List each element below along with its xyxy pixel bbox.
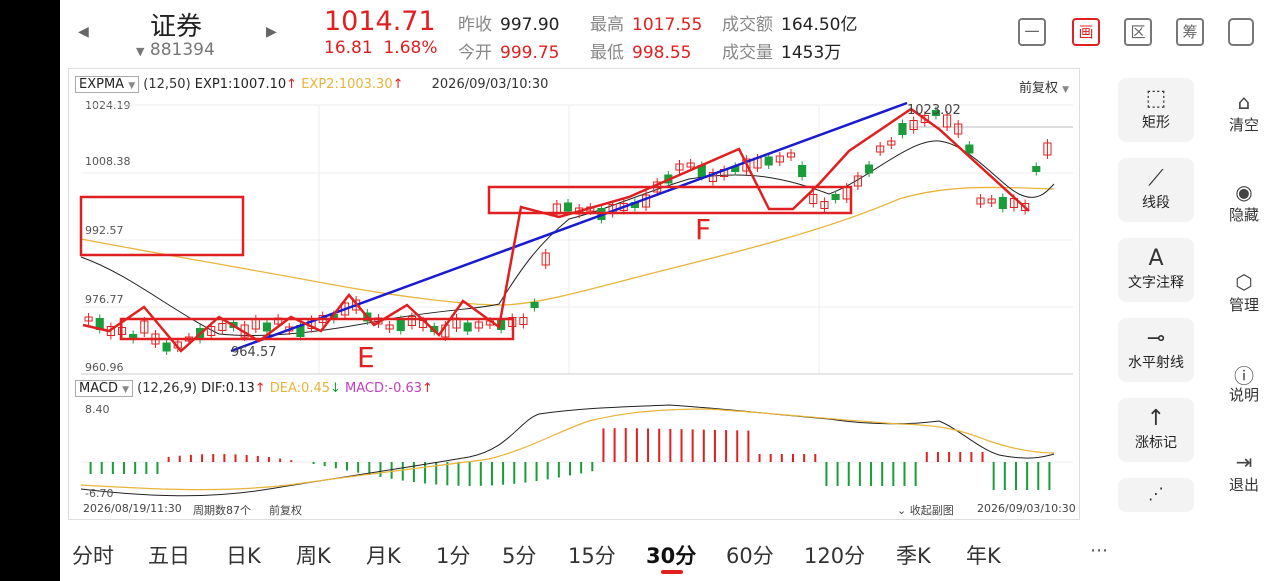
collapse-subchart-button[interactable]: ⌄ 收起副图	[897, 504, 954, 517]
clear-icon: ⌂	[1237, 90, 1251, 114]
next-stock-icon[interactable]: ▶	[266, 24, 277, 40]
main-legend: EXPMA ▼ (12,50) EXP1:1007.10↑ EXP2:1003.…	[75, 76, 549, 93]
tool-line-segment[interactable]: ⟋ 线段	[1118, 158, 1194, 222]
macd-select[interactable]: MACD ▼	[75, 380, 134, 397]
dea-line	[80, 408, 1055, 491]
rect-annotation-e	[119, 317, 515, 341]
adjust-select[interactable]: 前复权 ▼	[1019, 81, 1070, 96]
caret-down-icon: ▼	[136, 45, 145, 58]
side-actions: ⌂ 清空 ◉ 隐藏 ⬡ 管理 ⓘ 说明 ⇥ 退出	[1210, 68, 1278, 520]
y-tick-4: 960.96	[85, 361, 124, 374]
chart-datetime: 2026/09/03/10:30	[431, 77, 549, 92]
quote-high: 最高 1017.55	[590, 15, 703, 35]
y-tick-3: 976.77	[85, 293, 124, 306]
quote-open: 今开 999.75	[458, 43, 560, 63]
macd-y-top: 8.40	[85, 403, 110, 416]
wave-mark-icon: ⋰	[1148, 484, 1164, 503]
y-tick-1: 1008.38	[85, 155, 131, 168]
tab-1min[interactable]: 1分	[436, 544, 471, 568]
eye-icon: ◉	[1235, 180, 1253, 204]
exit-icon: ⇥	[1235, 450, 1253, 474]
footer-adjust: 前复权	[269, 504, 302, 517]
macd-label: MACD:-0.63	[345, 381, 423, 396]
tool-up-mark[interactable]: ↑ 涨标记	[1118, 398, 1194, 462]
stock-title: 证券	[150, 12, 203, 42]
help-icon: ⓘ	[1234, 364, 1254, 388]
kline-chart[interactable]: EXPMA ▼ (12,50) EXP1:1007.10↑ EXP2:1003.…	[68, 68, 1080, 520]
quote-header: ◀ ▶ 证券 ▼ 881394 1014.71 16.81 1.68% 昨收 99…	[60, 0, 1278, 66]
tab-quarter-k[interactable]: 季K	[896, 544, 931, 568]
tool-rectangle[interactable]: ⬚ 矩形	[1118, 78, 1194, 142]
tab-30min[interactable]: 30分	[646, 544, 697, 568]
y-tick-2: 992.57	[85, 224, 124, 237]
annotation-f: F	[695, 213, 712, 246]
footer-period-count: 周期数87个	[193, 504, 251, 517]
tab-120min[interactable]: 120分	[804, 544, 866, 568]
chevron-double-down-icon: ⌄	[897, 504, 907, 517]
tab-60min[interactable]: 60分	[726, 544, 774, 568]
period-tabs: 分时 五日 日K 周K 月K 1分 5分 15分 30分 60分 120分 季K…	[60, 530, 1278, 581]
low-price-label: 964.57	[231, 345, 277, 360]
rectangle-icon: ⬚	[1145, 86, 1167, 111]
footer-end-date: 2026/09/03/10:30	[977, 502, 1076, 515]
tool-more[interactable]: ⋰	[1118, 478, 1194, 512]
annotation-e: E	[357, 341, 375, 374]
hide-button[interactable]: ◉ 隐藏	[1210, 180, 1278, 225]
exp1-line	[80, 140, 1055, 337]
exp2-label: EXP2:1003.30	[301, 77, 393, 92]
clear-button[interactable]: ⌂ 清空	[1210, 90, 1278, 135]
quote-prev-close: 昨收 997.90	[458, 15, 560, 35]
zigzag-left	[82, 107, 1030, 353]
tab-five-day[interactable]: 五日	[148, 544, 190, 568]
tab-week-k[interactable]: 周K	[296, 544, 331, 568]
tab-month-k[interactable]: 月K	[366, 544, 401, 568]
tool-text-annotation[interactable]: A 文字注释	[1118, 238, 1194, 302]
exp2-line	[80, 186, 1055, 306]
tab-5min[interactable]: 5分	[502, 544, 537, 568]
draw-tools-panel: ⬚ 矩形 ⟋ 线段 A 文字注释 ⊸ 水平射线 ↑ 涨标记 ⋰	[1086, 68, 1210, 520]
quote-turnover: 成交额 164.50亿	[722, 15, 858, 35]
rect-annotation-f	[487, 185, 853, 215]
quote-volume: 成交量 1453万	[722, 43, 842, 63]
up-mark-icon: ↑	[1146, 406, 1166, 431]
active-tab-indicator	[661, 570, 683, 574]
range-icon[interactable]: 区	[1124, 18, 1152, 46]
macd-legend: MACD ▼ (12,26,9) DIF:0.13↑ DEA:0.45↓ MAC…	[75, 380, 433, 397]
help-button[interactable]: ⓘ 说明	[1210, 360, 1278, 405]
stock-chart-screen: ◀ ▶ 证券 ▼ 881394 1014.71 16.81 1.68% 昨收 99…	[60, 0, 1278, 581]
tab-day-k[interactable]: 日K	[226, 544, 261, 568]
stock-code: ▼ 881394	[136, 40, 215, 60]
exp1-label: EXP1:1007.10	[194, 77, 287, 92]
text-icon: A	[1148, 246, 1164, 271]
quote-low: 最低 998.55	[590, 43, 692, 63]
minus-icon[interactable]: 一	[1018, 18, 1046, 46]
last-price: 1014.71	[324, 6, 436, 37]
prev-stock-icon[interactable]: ◀	[78, 24, 89, 40]
tab-intraday[interactable]: 分时	[72, 544, 114, 568]
chart-canvas	[79, 101, 1073, 497]
dif-label: DIF:0.13	[201, 381, 255, 396]
tab-year-k[interactable]: 年K	[966, 544, 1001, 568]
devices-icon[interactable]	[1228, 18, 1254, 46]
macd-y-bottom: -6.70	[85, 487, 114, 500]
price-change: 16.81 1.68%	[324, 38, 438, 58]
manage-button[interactable]: ⬡ 管理	[1210, 270, 1278, 315]
rect-annotation-left	[79, 195, 245, 257]
high-price-label: 1023.02	[907, 103, 961, 118]
footer-start-date: 2026/08/19/11:30	[83, 502, 182, 515]
tool-horizontal-ray[interactable]: ⊸ 水平射线	[1118, 318, 1194, 382]
horizontal-ray-icon: ⊸	[1146, 326, 1166, 351]
chips-icon[interactable]: 筹	[1176, 18, 1204, 46]
exit-button[interactable]: ⇥ 退出	[1210, 450, 1278, 495]
manage-icon: ⬡	[1235, 270, 1253, 294]
indicator-select[interactable]: EXPMA ▼	[75, 76, 140, 93]
trend-line	[230, 101, 908, 353]
dif-line	[80, 404, 1055, 497]
tab-15min[interactable]: 15分	[568, 544, 616, 568]
line-segment-icon: ⟋	[1148, 166, 1164, 191]
draw-icon[interactable]: 画	[1072, 18, 1100, 46]
dea-label: DEA:0.45	[269, 381, 330, 396]
more-periods-icon[interactable]: ⋯	[1090, 540, 1108, 561]
